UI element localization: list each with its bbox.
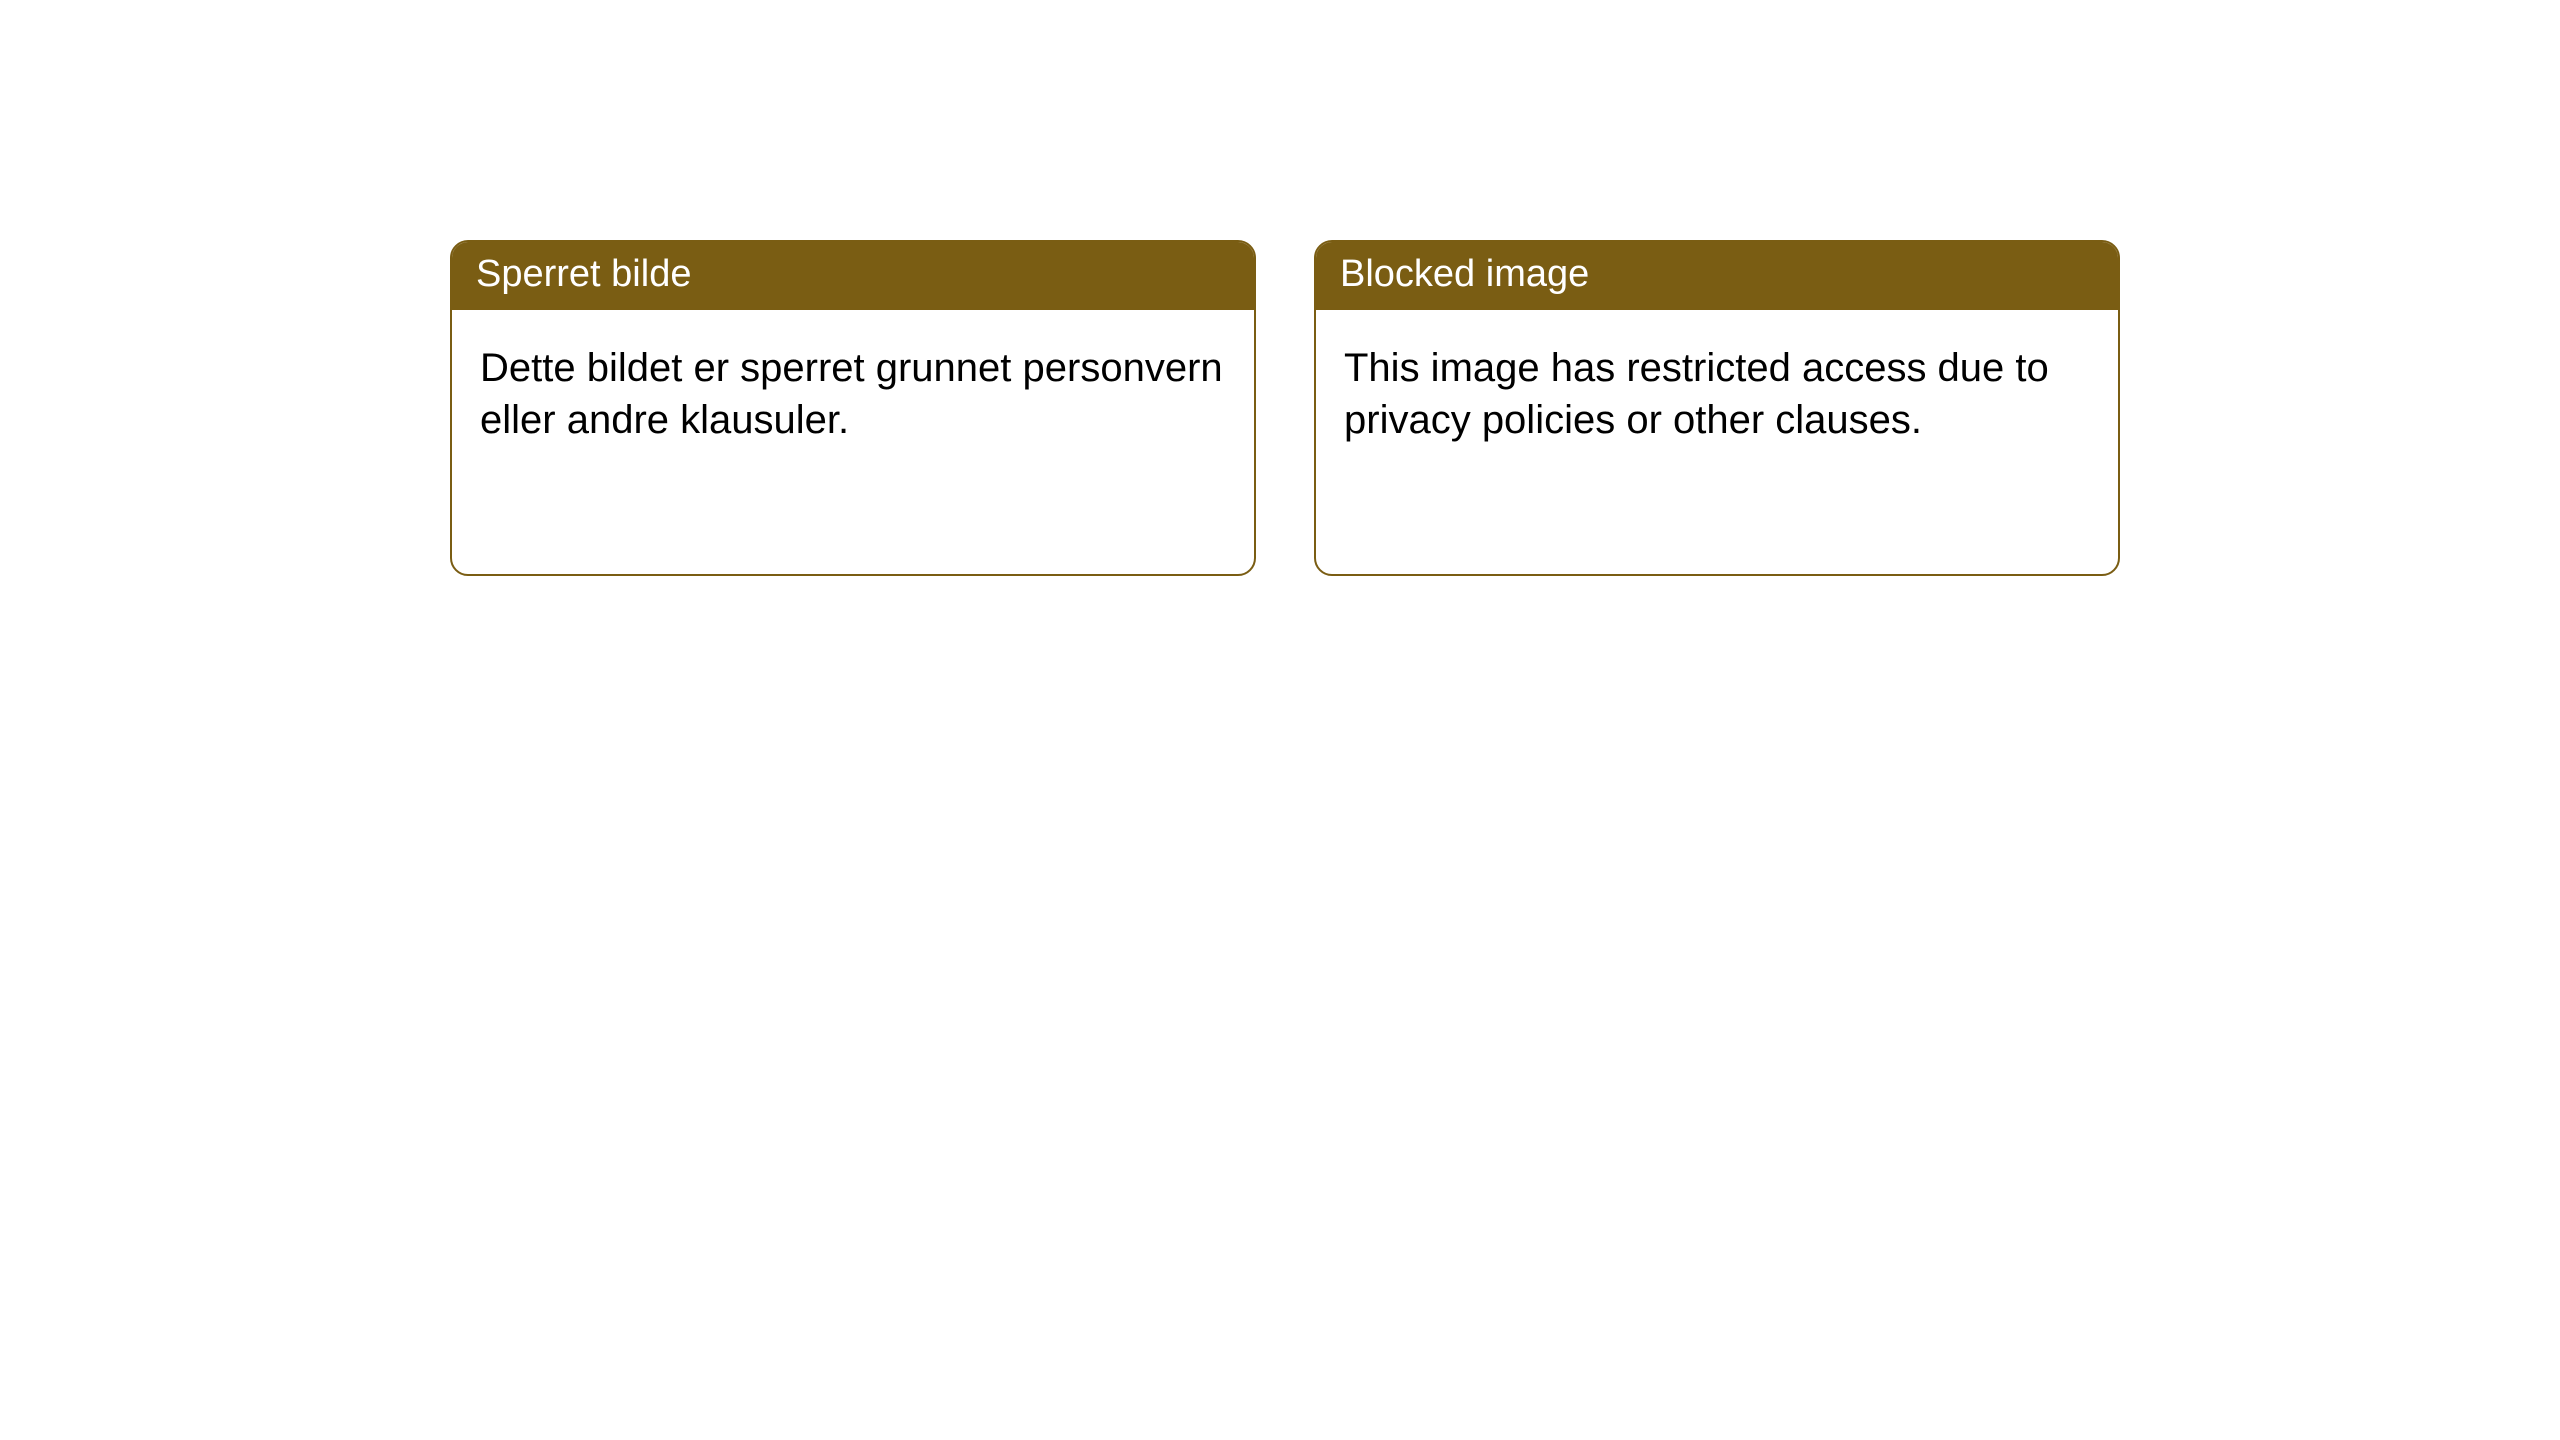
card-body-english: This image has restricted access due to … bbox=[1316, 310, 2118, 478]
card-body-norwegian: Dette bildet er sperret grunnet personve… bbox=[452, 310, 1254, 478]
notice-card-english: Blocked image This image has restricted … bbox=[1314, 240, 2120, 576]
cards-container: Sperret bilde Dette bildet er sperret gr… bbox=[0, 0, 2560, 576]
card-header-norwegian: Sperret bilde bbox=[452, 242, 1254, 310]
card-header-english: Blocked image bbox=[1316, 242, 2118, 310]
notice-card-norwegian: Sperret bilde Dette bildet er sperret gr… bbox=[450, 240, 1256, 576]
